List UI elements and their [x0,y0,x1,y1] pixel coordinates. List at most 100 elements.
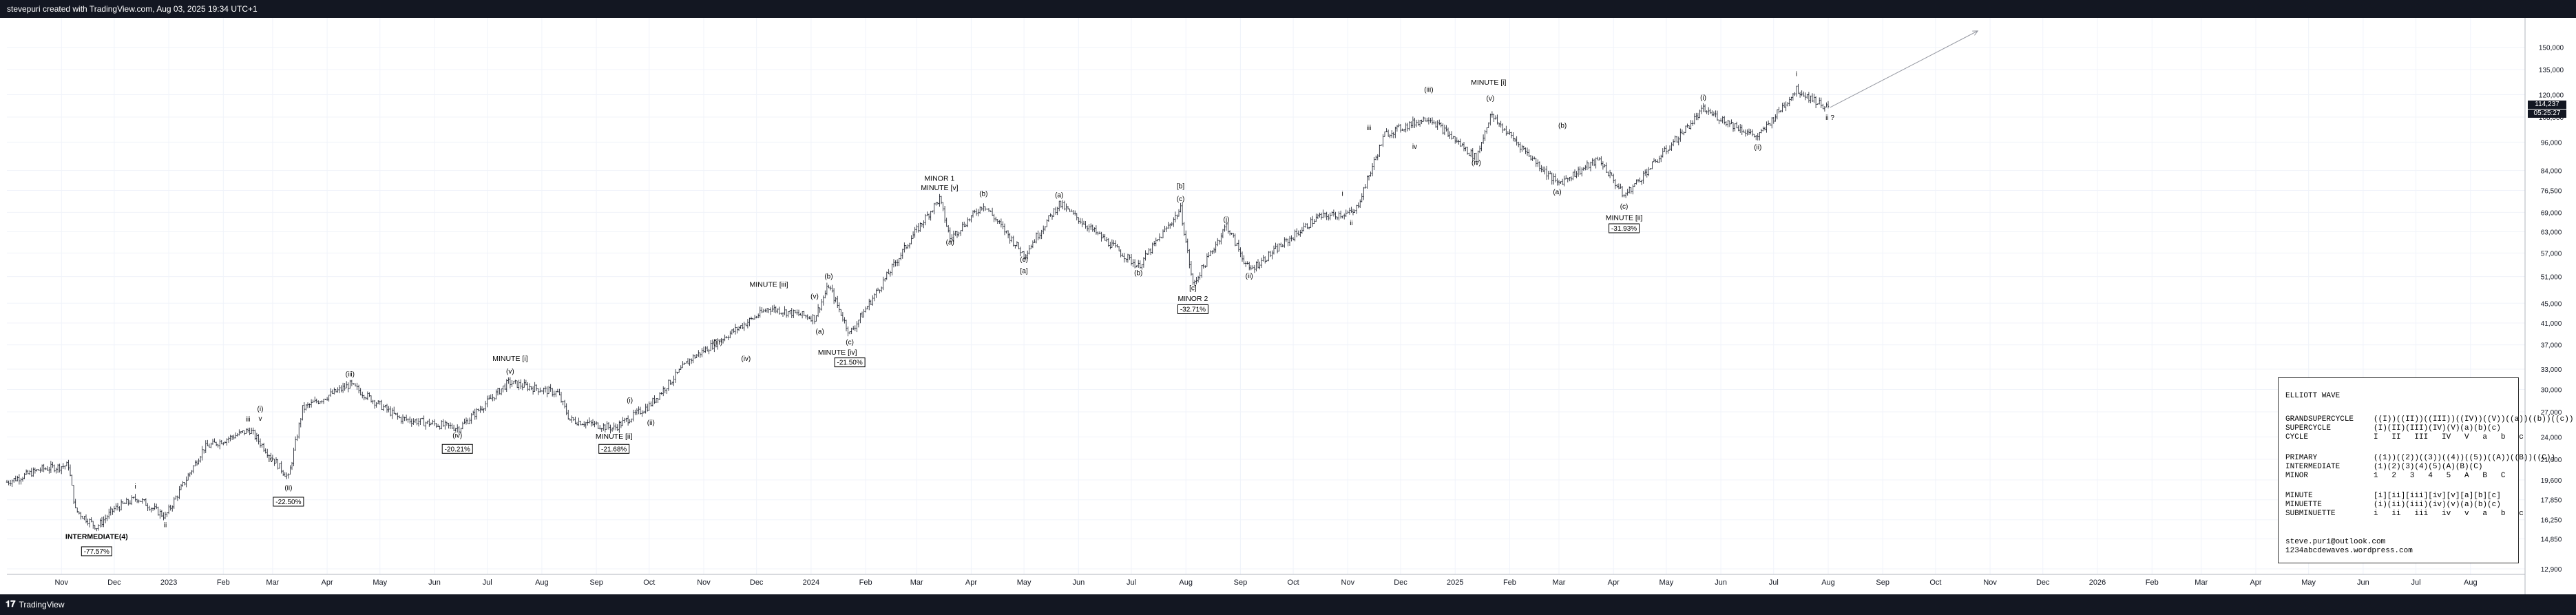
candle [543,387,545,395]
candle [569,418,571,421]
candle [523,379,525,388]
candle [116,503,119,511]
price-chart[interactable]: 12,900 14,850 16,250 17,850 19,600 21,600 24,0… [0,18,2576,594]
candle [1445,125,1447,132]
candle [62,463,64,469]
candle [905,245,908,250]
candle [1106,236,1108,242]
candle [461,421,464,430]
tradingview-logo[interactable]: 𝟏𝟕 TradingView [6,594,65,615]
candle [340,385,342,393]
candle [428,418,430,427]
candle [609,424,611,434]
candle [1151,242,1153,254]
wave-label: (i) [627,397,633,405]
wave-label: i [134,483,136,491]
time-tick-label: 2026 [2089,578,2106,587]
candle [780,312,782,315]
wave-label: MINUTE [iv] [818,348,857,357]
candle [284,472,286,477]
candle [400,416,402,424]
candle [1241,251,1244,262]
candle [1111,239,1113,249]
candle [302,405,304,421]
candle [1697,112,1699,121]
candle [722,338,724,344]
candle [989,210,992,212]
candle [1104,234,1106,241]
candle [467,418,469,424]
candle [1664,146,1666,152]
candle [481,406,483,411]
candle [118,506,121,512]
candle [1732,122,1735,132]
candle [273,459,275,466]
candle [1651,161,1653,169]
candle [486,395,488,408]
candle [1443,125,1446,136]
candle [210,442,212,448]
candle [46,466,48,471]
time-axis[interactable]: Nov Dec 2023 Feb Mar Apr May Jun Jul Aug Sep Oct Nov… [54,578,2477,587]
candle [711,340,713,350]
projection-arrow-line [1830,30,1978,108]
price-tick-label: 108,000 [2539,114,2564,122]
candle [460,428,462,434]
candle [1514,138,1516,142]
legend-symbols: i ii iii iv v a b c [2374,510,2524,518]
candle [306,402,309,408]
candle [1313,219,1315,225]
candle [1584,165,1587,171]
candle [746,319,749,329]
candle [1285,238,1288,242]
price-axis[interactable]: 12,900 14,850 16,250 17,850 19,600 21,600 24,0… [2539,45,2564,574]
candle [8,480,10,486]
candle [638,406,640,415]
candle [815,315,817,322]
candle [667,379,670,391]
candle [824,290,826,299]
candle [1405,123,1407,133]
wave-label: (iii) [346,371,355,379]
legend-degree: MINUETTE [2285,501,2322,509]
wave-label: (c) [1177,196,1185,203]
candle [1730,119,1732,125]
candle [1593,158,1595,167]
candle [1684,125,1687,134]
wave-label: [c] [1189,285,1197,293]
candle [449,422,452,429]
candle [1308,227,1310,230]
candle [219,439,221,450]
candle [1544,166,1546,175]
candle [1623,194,1625,198]
candle [868,298,870,311]
candle [266,448,269,458]
candle [160,510,163,517]
candle [682,361,684,368]
candle [211,439,214,445]
candle [240,431,242,434]
candle [1306,223,1308,229]
price-tick-label: 30,000 [2541,386,2562,394]
candle [1141,264,1143,270]
candle [1806,94,1808,99]
candle [648,401,650,411]
candle [1702,103,1704,112]
candle [252,427,254,435]
wave-label: INTERMEDIATE(4) [65,533,128,541]
candle [1646,168,1648,178]
candle [983,203,985,212]
candle [1605,162,1608,173]
candle [1746,129,1748,136]
candle [662,386,664,397]
legend-degree: SUBMINUETTE [2285,510,2336,518]
candle [965,223,967,227]
candle [17,475,19,482]
candle [1494,115,1497,120]
candle [1043,225,1045,235]
candle [242,430,244,433]
candle [892,259,895,268]
candle [921,223,923,227]
candle [407,418,409,423]
candle [625,417,627,422]
